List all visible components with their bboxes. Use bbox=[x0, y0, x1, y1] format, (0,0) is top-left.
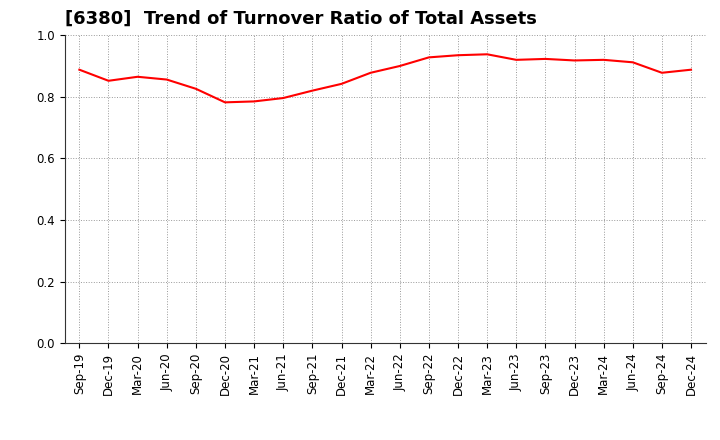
Text: [6380]  Trend of Turnover Ratio of Total Assets: [6380] Trend of Turnover Ratio of Total … bbox=[65, 10, 536, 28]
